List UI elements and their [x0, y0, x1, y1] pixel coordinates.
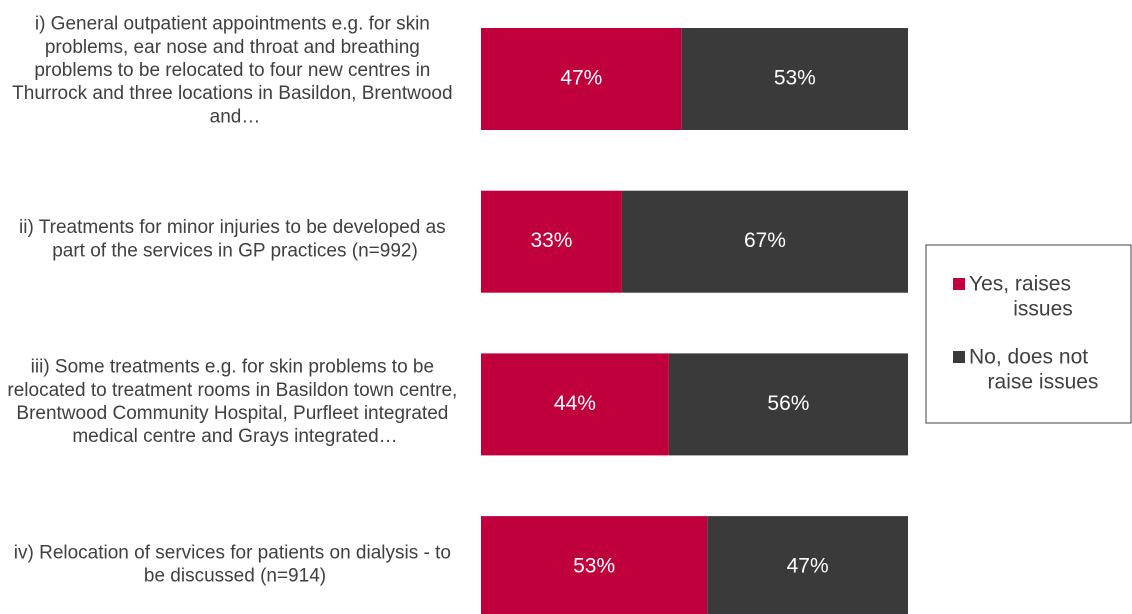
value-label: 33% — [530, 229, 572, 252]
value-label: 53% — [573, 555, 615, 578]
category-label: ii) Treatments for minor injuries to be … — [19, 217, 451, 261]
category-label: i) General outpatient appointments e.g. … — [12, 14, 458, 128]
bar-segment — [621, 190, 908, 293]
bar-segment — [481, 28, 682, 130]
value-label: 56% — [767, 392, 809, 415]
legend-box — [925, 244, 1132, 424]
value-label: 67% — [744, 229, 786, 252]
value-label: 47% — [787, 555, 829, 578]
legend-label: No, does not raise issues — [969, 345, 1098, 393]
value-label: 47% — [560, 67, 602, 90]
value-label: 53% — [774, 67, 816, 90]
bar-segment — [707, 516, 908, 614]
bar-segment — [481, 190, 622, 293]
bar-segment — [481, 353, 669, 456]
bar-segment — [481, 516, 708, 614]
bar-segment — [668, 353, 908, 456]
bar-segment — [681, 28, 908, 130]
category-label: iv) Relocation of services for patients … — [14, 543, 456, 587]
category-label: iii) Some treatments e.g. for skin probl… — [7, 357, 462, 448]
value-label: 44% — [554, 392, 596, 415]
legend-label: Yes, raises issues — [969, 272, 1077, 320]
legend-swatch — [953, 351, 965, 363]
legend-swatch — [953, 278, 965, 290]
